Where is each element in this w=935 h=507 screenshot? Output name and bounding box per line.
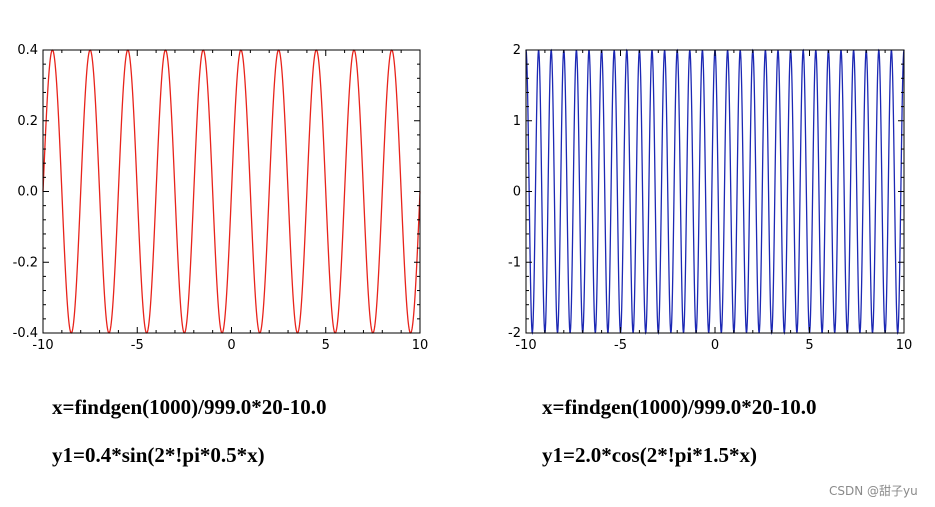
right-x-tick-label: 10 (896, 338, 913, 353)
left-sine-chart: -10 -5 0 5 10 -0.4 -0.2 0.0 0.2 0.4 (13, 43, 429, 353)
left-x-tick-label: 10 (412, 338, 429, 353)
right-x-tick-label: 5 (805, 338, 813, 353)
left-series-line-0 (42, 49, 421, 334)
left-x-tick-label: -10 (32, 338, 53, 353)
right-x-tick-label: -5 (614, 338, 627, 353)
left-x-tick-label: 0 (227, 338, 235, 353)
left-y-tick-label: 0.0 (17, 185, 38, 200)
right-y-tick-label: -2 (508, 326, 521, 341)
right-x-tick-label: -10 (515, 338, 536, 353)
right-series-line-0 (525, 48, 905, 336)
left-y-tick-label: 0.4 (17, 43, 38, 58)
right-plot-frame (525, 49, 905, 334)
right-caption-line-2: y1=2.0*cos(2*!pi*1.5*x) (542, 443, 757, 467)
left-y-tick-label: -0.2 (13, 255, 38, 270)
right-y-tick-label: 2 (513, 43, 521, 58)
left-y-tick-label: 0.2 (17, 114, 38, 129)
right-y-tick-label: 0 (513, 185, 521, 200)
right-y-tick-label: 1 (513, 114, 521, 129)
watermark: CSDN @甜子yu (829, 484, 918, 498)
left-caption-line-1: x=findgen(1000)/999.0*20-10.0 (52, 395, 327, 419)
left-caption-line-2: y1=0.4*sin(2*!pi*0.5*x) (52, 443, 265, 467)
left-x-tick-label: -5 (131, 338, 144, 353)
right-caption-line-1: x=findgen(1000)/999.0*20-10.0 (542, 395, 817, 419)
right-y-tick-label: -1 (508, 255, 521, 270)
left-y-tick-label: -0.4 (13, 326, 38, 341)
right-x-tick-label: 0 (711, 338, 719, 353)
left-x-tick-label: 5 (322, 338, 330, 353)
